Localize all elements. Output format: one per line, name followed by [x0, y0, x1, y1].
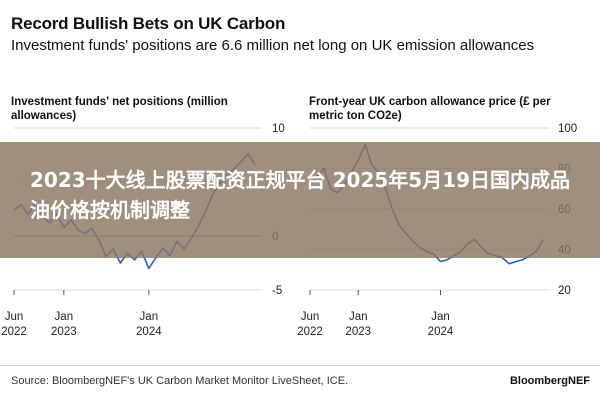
- footer-divider: [0, 365, 600, 366]
- right-x-tick-label: Jun: [301, 311, 320, 323]
- chart-subtitle: Investment funds' positions are 6.6 mill…: [11, 37, 535, 54]
- left-x-tick-label: Jun: [5, 311, 24, 323]
- left-x-tick-label: 2023: [51, 326, 77, 338]
- chart-title: Record Bullish Bets on UK Carbon: [11, 14, 286, 33]
- right-x-tick-label: 2022: [297, 326, 323, 338]
- overlay-banner-text: 2023十大线上股票配资正规平台 2025年5月19日国内成品油价格按机制调整: [30, 168, 571, 222]
- right-y-tick-label: 20: [558, 285, 571, 297]
- left-x-tick-label: Jan: [140, 311, 159, 323]
- left-x-tick-label: 2024: [136, 326, 162, 338]
- left-y-tick-label: 10: [272, 123, 285, 135]
- overlay-banner: [0, 142, 600, 258]
- left-panel-title: Investment funds' net positions (million…: [11, 96, 228, 122]
- right-panel-title: Front-year UK carbon allowance price (£ …: [309, 96, 551, 122]
- right-x-tick-label: 2024: [428, 326, 454, 338]
- right-x-tick-label: Jan: [349, 311, 368, 323]
- right-x-tick-label: 2023: [345, 326, 371, 338]
- right-x-tick-label: Jan: [431, 311, 450, 323]
- left-x-tick-label: 2022: [1, 326, 27, 338]
- source-note: Source: BloombergNEF's UK Carbon Market …: [11, 375, 349, 387]
- brand-logo: BloombergNEF: [509, 375, 590, 387]
- right-y-tick-label: 100: [558, 123, 577, 135]
- left-y-tick-label: -5: [272, 285, 282, 297]
- left-x-tick-label: Jan: [55, 311, 74, 323]
